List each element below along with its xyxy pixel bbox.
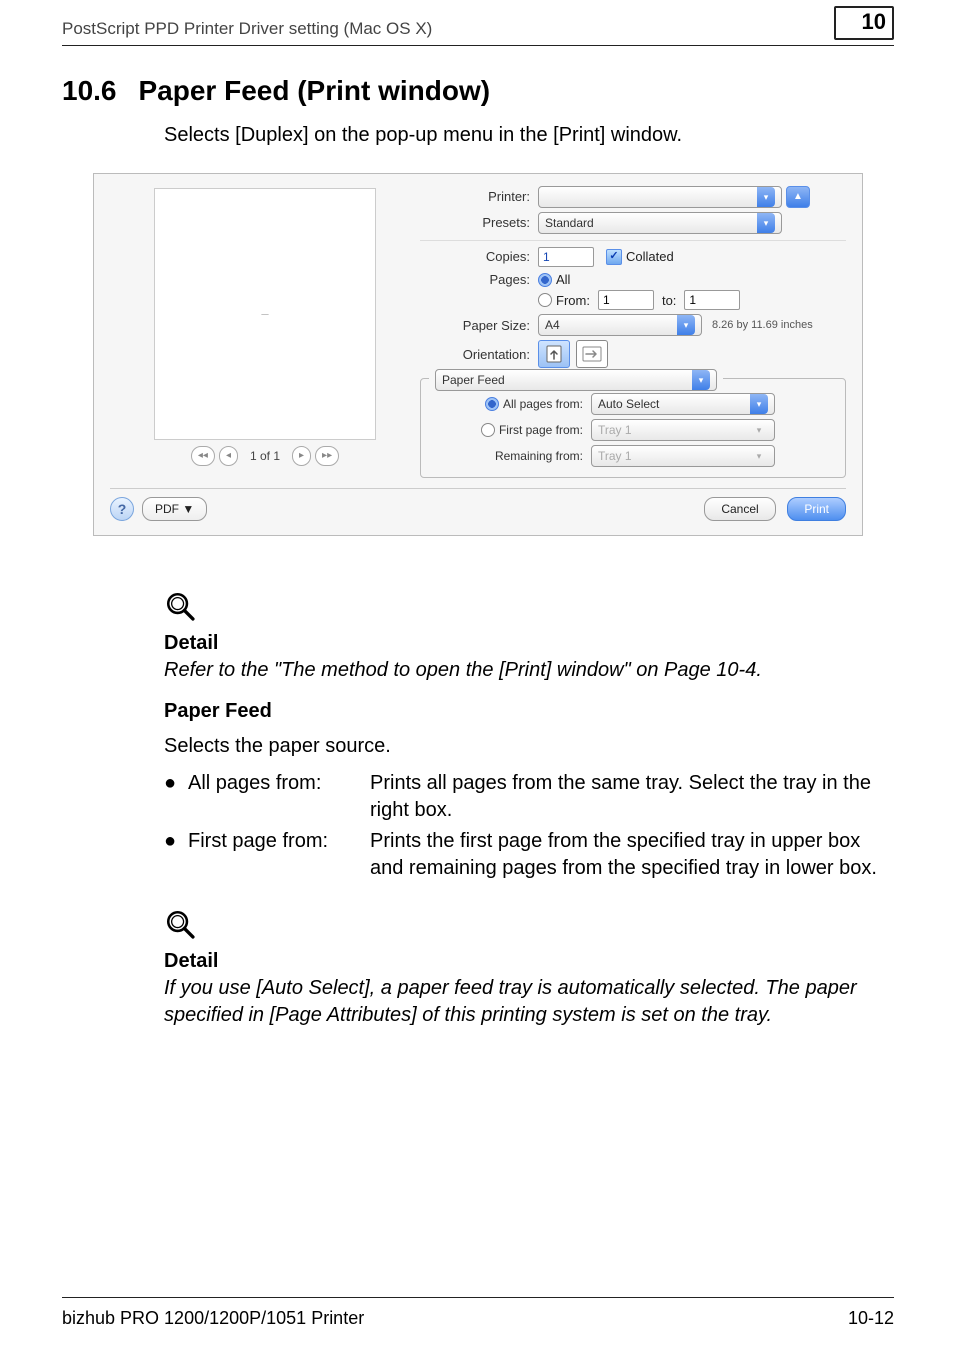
papersize-label: Paper Size: <box>420 317 538 335</box>
printer-info-button[interactable]: ▲ <box>786 186 810 208</box>
pf-item-label: First page from: <box>188 828 370 882</box>
chevron-updown-icon: ▾ <box>757 187 775 207</box>
presets-label: Presets: <box>420 214 538 232</box>
nav-last-button[interactable]: ▸▸ <box>315 446 339 466</box>
help-button[interactable]: ? <box>110 497 134 521</box>
papersize-dim: 8.26 by 11.69 inches <box>712 318 813 333</box>
nav-next-button[interactable]: ▸ <box>292 446 311 466</box>
running-title: PostScript PPD Printer Driver setting (M… <box>62 18 432 41</box>
collated-label: Collated <box>626 248 674 266</box>
paperfeed-heading: Paper Feed <box>164 698 894 725</box>
chevron-updown-icon: ▾ <box>677 315 695 335</box>
print-preview: – <box>154 188 376 440</box>
nav-first-button[interactable]: ◂◂ <box>191 446 215 466</box>
footer-right: 10-12 <box>848 1306 894 1330</box>
bullet-icon: ● <box>164 828 188 882</box>
pf-item-desc: Prints the first page from the specified… <box>370 828 894 882</box>
orientation-landscape-button[interactable] <box>576 340 608 368</box>
pf-item-desc: Prints all pages from the same tray. Sel… <box>370 770 894 824</box>
papersize-value: A4 <box>545 315 560 335</box>
printer-label: Printer: <box>420 188 538 206</box>
detail1-heading: Detail <box>164 630 894 657</box>
presets-select[interactable]: Standard ▾ <box>538 212 782 234</box>
detail2-text: If you use [Auto Select], a paper feed t… <box>164 975 894 1029</box>
pages-all-radio[interactable] <box>538 273 552 287</box>
first-page-radio[interactable] <box>481 423 495 437</box>
pages-all-label: All <box>556 271 570 289</box>
pages-from-input[interactable] <box>598 290 654 310</box>
printer-select[interactable]: ▾ <box>538 186 782 208</box>
pages-to-input[interactable] <box>684 290 740 310</box>
section-intro: Selects [Duplex] on the pop-up menu in t… <box>164 122 894 149</box>
section-text: Paper Feed (Print window) <box>139 75 491 106</box>
pdf-menu-button[interactable]: PDF ▼ <box>142 497 207 521</box>
bullet-icon: ● <box>164 770 188 824</box>
pages-to-label: to: <box>662 292 676 310</box>
copies-input[interactable] <box>538 247 594 267</box>
copies-label: Copies: <box>420 248 538 266</box>
section-select-value: Paper Feed <box>442 370 505 390</box>
preview-nav: ◂◂ ◂ 1 of 1 ▸ ▸▸ <box>191 446 339 466</box>
remaining-label: Remaining from: <box>495 448 583 464</box>
nav-page-indicator: 1 of 1 <box>242 448 288 464</box>
pages-label: Pages: <box>420 271 538 289</box>
section-select[interactable]: Paper Feed ▾ <box>435 369 717 391</box>
detail2-heading: Detail <box>164 948 894 975</box>
orientation-label: Orientation: <box>420 346 538 364</box>
remaining-value: Tray 1 <box>598 446 632 466</box>
pf-item-label: All pages from: <box>188 770 370 824</box>
all-pages-value: Auto Select <box>598 394 659 414</box>
section-number: 10.6 <box>62 75 117 106</box>
page-footer: bizhub PRO 1200/1200P/1051 Printer 10-12 <box>62 1297 894 1330</box>
footer-left: bizhub PRO 1200/1200P/1051 Printer <box>62 1306 364 1330</box>
all-pages-radio[interactable] <box>485 397 499 411</box>
all-pages-select[interactable]: Auto Select ▾ <box>591 393 775 415</box>
remaining-select: Tray 1 ▾ <box>591 445 775 467</box>
presets-value: Standard <box>545 213 594 233</box>
first-page-value: Tray 1 <box>598 420 632 440</box>
page-header: PostScript PPD Printer Driver setting (M… <box>62 18 894 46</box>
first-page-select: Tray 1 ▾ <box>591 419 775 441</box>
chapter-tab: 10 <box>834 6 894 40</box>
paperfeed-list: ● All pages from: Prints all pages from … <box>164 770 894 882</box>
print-button[interactable]: Print <box>787 497 846 521</box>
paper-feed-group: Paper Feed ▾ All pages from: Auto Select… <box>420 378 846 478</box>
first-page-label: First page from: <box>499 422 583 438</box>
chevron-updown-icon: ▾ <box>750 394 768 414</box>
papersize-select[interactable]: A4 ▾ <box>538 314 702 336</box>
chevron-updown-icon: ▾ <box>692 370 710 390</box>
all-pages-label: All pages from: <box>503 396 583 412</box>
section-title: 10.6 Paper Feed (Print window) <box>62 72 894 110</box>
magnifier-icon <box>164 590 198 624</box>
cancel-button[interactable]: Cancel <box>704 497 775 521</box>
pages-from-radio[interactable] <box>538 293 552 307</box>
collated-checkbox[interactable]: ✓ <box>606 249 622 265</box>
paperfeed-intro: Selects the paper source. <box>164 733 894 760</box>
chevron-updown-icon: ▾ <box>757 213 775 233</box>
print-dialog-screenshot: – ◂◂ ◂ 1 of 1 ▸ ▸▸ Printer: ▾ <box>93 173 863 537</box>
nav-prev-button[interactable]: ◂ <box>219 446 238 466</box>
detail1-text: Refer to the "The method to open the [Pr… <box>164 657 894 684</box>
magnifier-icon <box>164 908 198 942</box>
pages-from-label: From: <box>556 292 590 310</box>
orientation-portrait-button[interactable] <box>538 340 570 368</box>
